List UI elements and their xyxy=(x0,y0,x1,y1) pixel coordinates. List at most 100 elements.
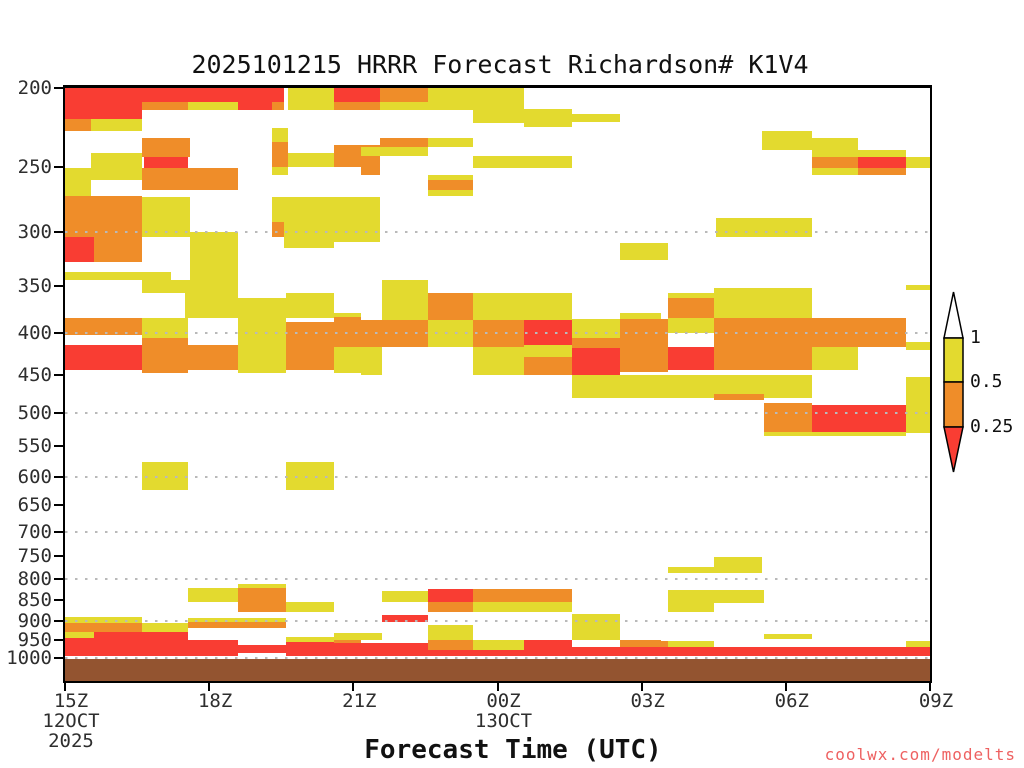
heatmap-cell xyxy=(271,167,289,176)
heatmap-cell xyxy=(523,356,572,376)
heatmap-cell xyxy=(523,344,572,357)
heatmap-cell xyxy=(141,88,284,102)
heatmap-cell xyxy=(620,312,661,320)
y-axis-tick xyxy=(54,555,63,558)
y-axis-tick xyxy=(54,619,63,622)
heatmap-cell xyxy=(427,190,474,196)
heatmap-cell xyxy=(283,196,380,243)
heatmap-cell xyxy=(286,293,335,319)
heatmap-cell xyxy=(65,237,94,263)
heatmap-cell xyxy=(668,602,714,612)
heatmap-cell xyxy=(238,645,287,654)
heatmap-cell xyxy=(668,589,765,603)
pressure-gridline xyxy=(65,476,930,479)
richardson-colorbar xyxy=(943,291,964,473)
heatmap-cell xyxy=(141,462,188,490)
heatmap-cell xyxy=(65,318,142,336)
colorbar-tick-label: 1 xyxy=(970,327,981,348)
x-axis-date-label: 12OCT xyxy=(42,710,100,732)
y-axis-tick xyxy=(54,504,63,507)
pressure-gridline xyxy=(65,530,930,533)
heatmap-cell xyxy=(571,337,621,349)
heatmap-cell xyxy=(571,647,621,657)
heatmap-cell xyxy=(571,375,813,399)
y-axis-tick-label: 1000 xyxy=(6,647,52,670)
heatmap-cell xyxy=(238,584,287,588)
y-axis-tick-label: 600 xyxy=(17,466,52,489)
heatmap-cell xyxy=(187,622,287,629)
heatmap-cell xyxy=(473,650,524,657)
heatmap-cell xyxy=(620,319,669,373)
y-axis-tick-label: 700 xyxy=(17,520,52,543)
heatmap-cell xyxy=(473,601,572,612)
heatmap-cell xyxy=(523,319,572,345)
heatmap-cell xyxy=(668,298,714,319)
heatmap-cell xyxy=(812,137,858,157)
heatmap-cell xyxy=(379,101,524,111)
heatmap-cell xyxy=(905,156,930,169)
heatmap-cell xyxy=(427,650,474,657)
heatmap-cell xyxy=(620,640,661,648)
heatmap-cell xyxy=(713,393,765,401)
heatmap-cell xyxy=(379,88,428,102)
heatmap-cell xyxy=(360,146,428,156)
terrain-fill xyxy=(65,659,930,681)
x-axis-tick-label: 06Z xyxy=(774,690,809,712)
heatmap-cell xyxy=(660,647,930,657)
heatmap-cell xyxy=(187,587,238,602)
x-axis-tick xyxy=(640,683,643,691)
heatmap-cell xyxy=(65,623,142,633)
heatmap-cell xyxy=(288,152,335,168)
heatmap-cell xyxy=(271,222,284,238)
heatmap-cell xyxy=(905,640,930,648)
heatmap-cell xyxy=(473,293,572,320)
heatmap-cell xyxy=(271,128,289,143)
y-axis-tick-label: 400 xyxy=(17,322,52,345)
heatmap-cell xyxy=(187,101,238,111)
pressure-gridline xyxy=(65,411,930,414)
y-axis-tick-label: 900 xyxy=(17,609,52,632)
y-axis-tick-label: 750 xyxy=(17,545,52,568)
heatmap-cell xyxy=(283,242,335,248)
pressure-gridline xyxy=(65,332,930,335)
heatmap-cell xyxy=(334,101,380,111)
heatmap-cell xyxy=(189,231,238,281)
y-axis-tick-label: 850 xyxy=(17,589,52,612)
heatmap-cell xyxy=(93,237,142,263)
x-axis-tick xyxy=(352,683,355,691)
y-axis-tick xyxy=(54,332,63,335)
y-axis-tick xyxy=(54,577,63,580)
colorbar-tick-label: 0.25 xyxy=(970,416,1014,437)
heatmap-cell xyxy=(238,587,287,612)
heatmap-cell xyxy=(473,155,572,169)
heatmap-cell xyxy=(379,137,428,147)
heatmap-cell xyxy=(141,101,188,111)
y-axis-tick-label: 200 xyxy=(17,77,52,99)
y-axis-tick-label: 300 xyxy=(17,220,52,243)
heatmap-cell xyxy=(360,346,383,376)
y-axis-tick xyxy=(54,638,63,641)
x-axis-title: Forecast Time (UTC) xyxy=(364,735,662,765)
y-axis-tick xyxy=(54,166,63,169)
heatmap-cell xyxy=(571,113,621,122)
heatmap-cell xyxy=(141,623,188,633)
heatmap-cell xyxy=(713,318,906,347)
heatmap-cell xyxy=(764,403,813,432)
x-axis-tick xyxy=(929,683,931,691)
pressure-gridline xyxy=(65,619,930,622)
heatmap-cell xyxy=(382,280,428,320)
y-axis-tick-label: 550 xyxy=(17,435,52,458)
heatmap-cell xyxy=(473,640,524,651)
heatmap-cell xyxy=(65,195,142,238)
heatmap-cell xyxy=(761,131,813,150)
x-axis-tick xyxy=(64,683,66,691)
heatmap-plot-area xyxy=(63,85,932,683)
heatmap-cell xyxy=(91,118,142,132)
heatmap-cell xyxy=(427,179,474,191)
x-axis-tick-label: 18Z xyxy=(197,690,233,712)
heatmap-cell xyxy=(668,566,714,573)
x-axis-tick xyxy=(496,683,499,691)
watermark: coolwx.com/modelts xyxy=(824,745,1016,764)
heatmap-cell xyxy=(65,632,94,638)
